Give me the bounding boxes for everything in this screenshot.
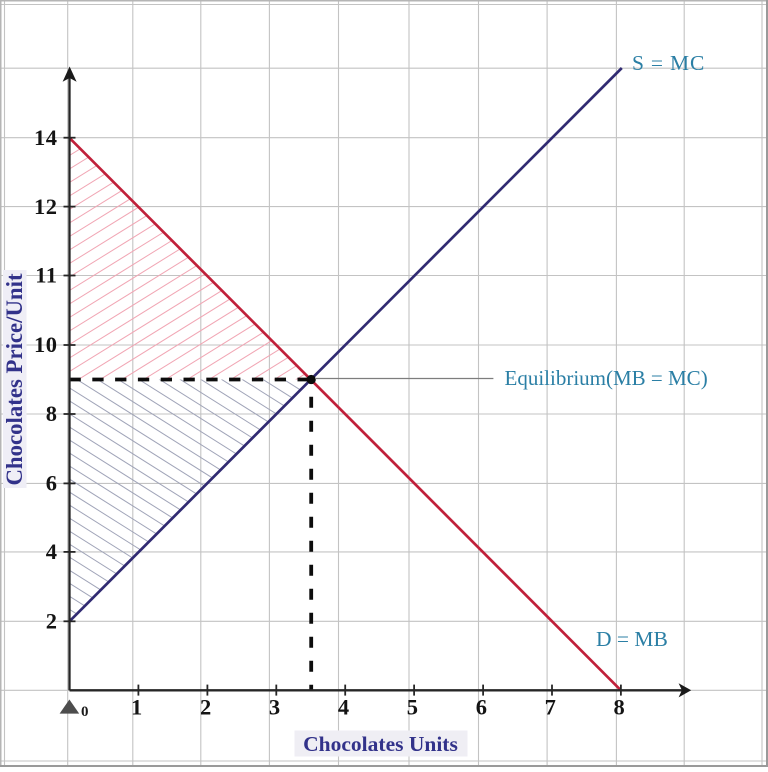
svg-text:Equilibrium(MB = MC): Equilibrium(MB = MC) <box>505 366 708 390</box>
svg-text:4: 4 <box>338 695 350 720</box>
svg-text:12: 12 <box>34 194 58 219</box>
svg-text:Chocolates Price/Unit: Chocolates Price/Unit <box>2 273 27 485</box>
svg-text:11: 11 <box>35 263 57 288</box>
svg-text:8: 8 <box>46 401 58 426</box>
svg-text:10: 10 <box>34 332 58 357</box>
svg-text:2: 2 <box>200 695 212 720</box>
svg-text:S = MC: S = MC <box>632 51 705 75</box>
svg-text:7: 7 <box>545 695 557 720</box>
svg-text:2: 2 <box>46 609 58 634</box>
svg-text:5: 5 <box>407 695 419 720</box>
svg-text:4: 4 <box>46 539 58 564</box>
svg-text:8: 8 <box>614 695 626 720</box>
svg-text:6: 6 <box>46 471 58 496</box>
svg-text:D = MB: D = MB <box>596 627 668 651</box>
svg-text:3: 3 <box>269 695 281 720</box>
svg-text:Chocolates Units: Chocolates Units <box>303 732 458 756</box>
svg-text:1: 1 <box>131 695 143 720</box>
svg-text:6: 6 <box>476 695 488 720</box>
svg-text:14: 14 <box>34 125 58 150</box>
svg-text:0: 0 <box>81 704 89 720</box>
